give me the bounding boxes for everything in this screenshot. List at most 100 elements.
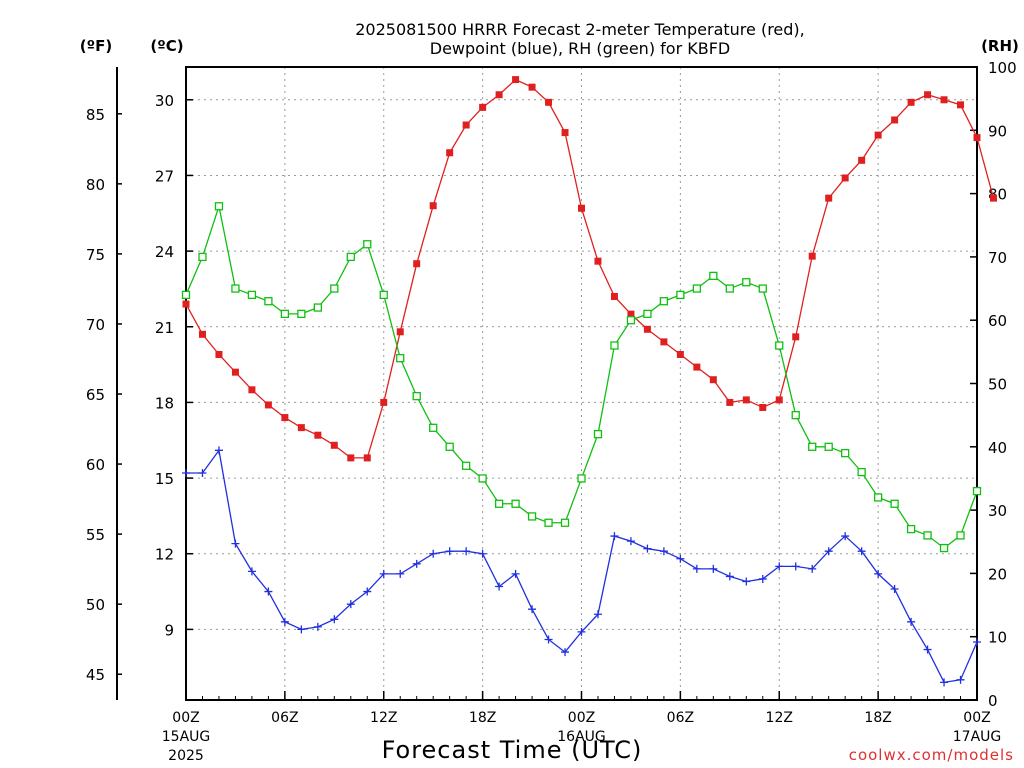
rh-point: [956, 531, 965, 540]
fahrenheit-tick-label: 80: [86, 176, 105, 194]
rh-tick-label: 100: [988, 59, 1017, 77]
temperature-point: [973, 134, 981, 142]
temperature-point: [874, 131, 882, 139]
rh-point: [659, 297, 669, 306]
dewpoint-point: [429, 549, 438, 558]
dewpoint-point: [528, 605, 537, 614]
dewpoint-point: [725, 572, 734, 581]
rh-point: [906, 524, 916, 534]
temperature-point: [545, 98, 553, 106]
x-tick-label: 12Z: [766, 710, 793, 726]
temperature-point: [512, 76, 520, 84]
temperature-point: [924, 91, 932, 99]
dewpoint-point: [775, 562, 784, 571]
x-tick-label: 18Z: [469, 710, 496, 726]
rh-point: [939, 543, 949, 553]
rh-point: [478, 474, 487, 483]
fahrenheit-unit-label: (ºF): [80, 37, 112, 55]
dewpoint-point: [940, 678, 949, 687]
celsius-tick-label: 9: [164, 621, 174, 639]
fahrenheit-tick-label: 60: [86, 456, 105, 474]
rh-point: [297, 309, 306, 319]
chart-title-line2: Dewpoint (blue), RH (green) for KBFD: [430, 39, 730, 58]
temperature-point: [198, 330, 206, 338]
temperature-point: [989, 194, 997, 202]
rh-point: [692, 284, 702, 293]
fahrenheit-tick-label: 75: [86, 246, 105, 264]
temperature-point: [709, 376, 717, 384]
temperature-point: [182, 300, 190, 308]
dewpoint-point: [198, 469, 207, 478]
temperature-point: [297, 424, 305, 432]
dewpoint-point: [857, 547, 866, 556]
rh-tick-label: 20: [988, 565, 1007, 583]
rh-point: [775, 341, 784, 350]
dewpoint-point: [280, 617, 289, 626]
rh-point: [363, 240, 372, 249]
rh-point: [544, 518, 553, 527]
temperature-point: [578, 204, 585, 212]
rh-point: [841, 448, 850, 458]
temperature-point: [330, 441, 338, 449]
temperature-point: [561, 129, 569, 137]
dewpoint-point: [264, 587, 273, 596]
rh-line: [185, 203, 978, 549]
dewpoint-point: [346, 600, 355, 609]
dewpoint-point: [511, 569, 520, 578]
temperature-point: [528, 83, 536, 91]
rh-point: [412, 392, 421, 401]
rh-point: [264, 297, 273, 306]
temperature-point: [462, 121, 470, 129]
temperature-point: [248, 386, 256, 394]
dewpoint-point: [495, 582, 504, 591]
dewpoint-point: [791, 562, 800, 571]
rh-unit-label: (RH): [981, 37, 1019, 55]
temperature-point: [891, 116, 899, 124]
temperature-point: [858, 156, 866, 164]
rh-point: [577, 474, 586, 483]
dewpoint-point: [561, 648, 570, 657]
x-tick-label: 00Z: [963, 710, 990, 726]
rh-point: [280, 309, 290, 319]
celsius-tick-label: 27: [155, 167, 174, 185]
x-tick-label: 06Z: [667, 710, 694, 726]
dewpoint-point: [709, 564, 718, 573]
temperature-point: [907, 98, 915, 106]
temperature-point: [479, 103, 487, 111]
rh-point: [725, 284, 734, 293]
rh-tick-label: 60: [988, 312, 1007, 330]
axis-ticks: 9 12 15 18 21 24 27 30 45 50 55 60 65 70 75 80 85 0 10 20 30…: [86, 59, 1017, 764]
x-tick-year-label: 2025: [168, 748, 204, 764]
dewpoint-point: [462, 547, 471, 556]
rh-tick-label: 90: [988, 122, 1007, 140]
rh-point: [857, 467, 866, 477]
temperature-point: [610, 292, 618, 300]
rh-point: [494, 499, 504, 508]
temperature-point: [726, 398, 734, 406]
rh-tick-label: 40: [988, 439, 1007, 457]
x-tick-label: 00Z: [568, 710, 595, 726]
rh-tick-label: 10: [988, 629, 1007, 647]
rh-point: [429, 423, 438, 432]
dewpoint-point: [412, 559, 421, 568]
rh-point: [560, 518, 570, 527]
rh-point: [758, 284, 767, 293]
temperature-point: [841, 174, 849, 182]
rh-point: [527, 512, 537, 521]
temperature-point: [314, 431, 322, 439]
x-tick-date-label: 17AUG: [953, 729, 1002, 745]
chart-title-line1: 2025081500 HRRR Forecast 2-meter Tempera…: [355, 20, 805, 39]
dewpoint-point: [659, 547, 668, 556]
dewpoint-point: [692, 564, 701, 573]
rh-point: [923, 531, 932, 540]
rh-point: [610, 341, 619, 350]
dewpoint-point: [182, 469, 190, 478]
rh-point: [181, 290, 191, 300]
temperature-point: [413, 260, 421, 268]
x-tick-label: 00Z: [172, 710, 199, 726]
dewpoint-point: [330, 615, 339, 624]
celsius-tick-label: 30: [155, 92, 174, 110]
temperature-point: [380, 398, 388, 406]
rh-point: [396, 354, 405, 363]
